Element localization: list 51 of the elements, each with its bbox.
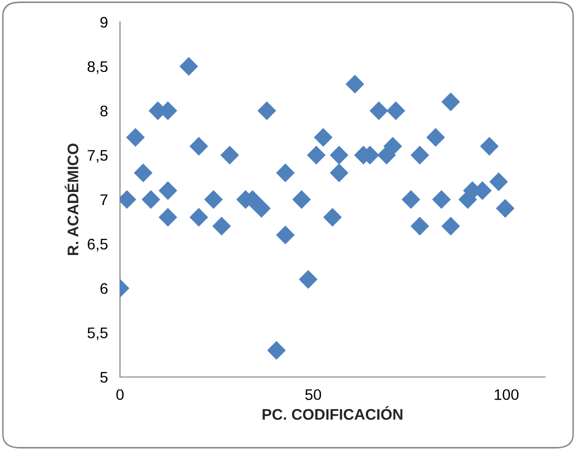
- y-tick-label: 7,5: [88, 150, 108, 163]
- point: [134, 164, 152, 182]
- point: [432, 190, 451, 209]
- point: [410, 216, 430, 236]
- point: [346, 74, 364, 94]
- x-tick-label: 100: [494, 389, 519, 400]
- y-tick-label: 7: [100, 194, 108, 206]
- y-tick-label: 6: [100, 283, 108, 294]
- y-tick-label: 9: [100, 16, 108, 28]
- point: [204, 190, 223, 209]
- point: [267, 341, 286, 360]
- point: [489, 172, 508, 192]
- x-tick-label: 0: [116, 389, 124, 400]
- point: [330, 164, 348, 182]
- point: [441, 92, 460, 112]
- point: [370, 101, 388, 120]
- y-tick-label: 8: [100, 106, 108, 116]
- point: [158, 208, 178, 227]
- point: [410, 146, 430, 164]
- point: [126, 128, 145, 147]
- y-tick-label: 6,5: [88, 238, 108, 252]
- x-axis-title: PC. CODIFICACIÓN: [262, 406, 402, 420]
- point: [330, 146, 348, 164]
- point: [276, 164, 295, 182]
- point: [276, 226, 295, 244]
- point: [496, 199, 515, 218]
- y-tick-label: 5: [100, 372, 108, 383]
- point: [190, 208, 208, 227]
- point: [292, 190, 311, 209]
- point: [314, 128, 333, 147]
- y-tick-label: 5,5: [88, 328, 108, 340]
- point: [252, 199, 271, 218]
- point: [383, 136, 402, 156]
- point: [258, 101, 276, 120]
- x-tick-label: 50: [305, 389, 322, 400]
- point: [158, 181, 178, 200]
- point: [212, 216, 231, 236]
- point: [402, 190, 420, 209]
- point: [323, 208, 342, 227]
- y-tick-label: 8,5: [88, 61, 108, 74]
- point: [386, 101, 406, 120]
- point: [190, 136, 208, 156]
- point: [179, 57, 198, 76]
- point: [142, 190, 160, 209]
- point: [220, 146, 240, 164]
- point: [441, 216, 460, 236]
- point: [480, 136, 499, 156]
- point: [426, 128, 445, 147]
- point: [298, 270, 318, 289]
- point: [306, 146, 326, 164]
- y-axis-title: R. ACADÉMICO: [64, 144, 78, 256]
